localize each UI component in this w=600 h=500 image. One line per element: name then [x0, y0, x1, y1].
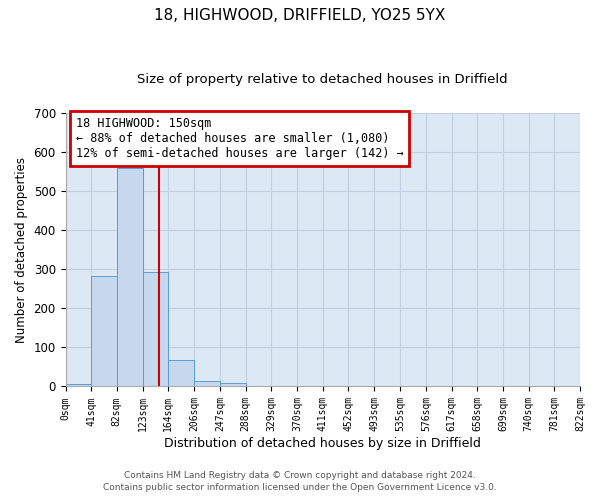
- Bar: [65, 384, 91, 386]
- Text: 18, HIGHWOOD, DRIFFIELD, YO25 5YX: 18, HIGHWOOD, DRIFFIELD, YO25 5YX: [154, 8, 446, 22]
- Text: 18 HIGHWOOD: 150sqm
← 88% of detached houses are smaller (1,080)
12% of semi-det: 18 HIGHWOOD: 150sqm ← 88% of detached ho…: [76, 117, 404, 160]
- Bar: [91, 276, 117, 386]
- Bar: [220, 384, 246, 386]
- Bar: [168, 360, 194, 386]
- Bar: [194, 380, 220, 386]
- Text: Contains HM Land Registry data © Crown copyright and database right 2024.
Contai: Contains HM Land Registry data © Crown c…: [103, 471, 497, 492]
- Bar: [117, 168, 143, 386]
- Bar: [143, 272, 168, 386]
- Y-axis label: Number of detached properties: Number of detached properties: [15, 157, 28, 343]
- X-axis label: Distribution of detached houses by size in Driffield: Distribution of detached houses by size …: [164, 437, 481, 450]
- Title: Size of property relative to detached houses in Driffield: Size of property relative to detached ho…: [137, 72, 508, 86]
